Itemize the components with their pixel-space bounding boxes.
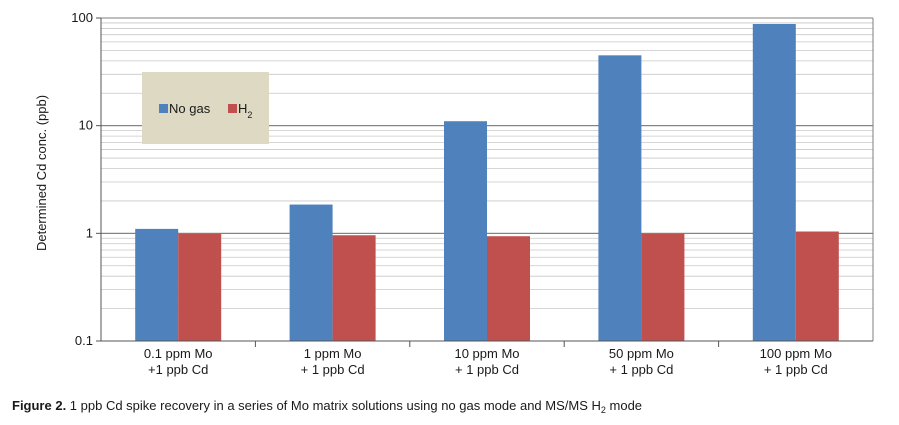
x-category-label: + 1 ppb Cd — [455, 362, 519, 377]
bar-h2-0 — [178, 233, 222, 341]
bar-no-gas-3 — [598, 55, 642, 341]
x-category-labels: 0.1 ppm Mo+1 ppb Cd1 ppm Mo+ 1 ppb Cd10 … — [144, 341, 832, 377]
bar-no-gas-2 — [444, 121, 487, 341]
x-category-label: +1 ppb Cd — [148, 362, 208, 377]
figure-caption: Figure 2. 1 ppb Cd spike recovery in a s… — [12, 398, 643, 415]
bar-no-gas-0 — [135, 228, 179, 341]
y-tick-label: 0.1 — [75, 333, 93, 348]
y-axis-title: Determined Cd conc. (ppb) — [34, 95, 49, 251]
x-category-label: 50 ppm Mo — [609, 346, 674, 361]
y-tick-label: 10 — [79, 118, 93, 133]
x-category-label: 0.1 ppm Mo — [144, 346, 213, 361]
y-tick-labels: 100 10 1 0.1 — [71, 10, 101, 348]
legend: No gas H2 — [142, 72, 269, 144]
bar-h2-3 — [641, 233, 685, 341]
legend-label-subscript: 2 — [247, 110, 252, 120]
bar-no-gas-1 — [289, 204, 333, 341]
bars — [135, 23, 839, 342]
y-tick-label: 100 — [71, 10, 93, 25]
caption-label: Figure 2. — [12, 398, 67, 413]
y-tick-label: 1 — [86, 225, 93, 240]
legend-swatch-no-gas — [159, 104, 168, 113]
caption-text: 1 ppb Cd spike recovery in a series of M… — [66, 398, 601, 413]
axes — [100, 18, 874, 342]
bar-h2-1 — [332, 235, 376, 341]
bar-h2-4 — [795, 231, 839, 341]
legend-swatch-h2 — [228, 104, 237, 113]
x-category-label: + 1 ppb Cd — [764, 362, 828, 377]
bar-h2-2 — [487, 236, 530, 341]
x-category-label: + 1 ppb Cd — [609, 362, 673, 377]
caption-suffix: mode — [605, 398, 643, 413]
bar-no-gas-4 — [752, 23, 796, 342]
x-category-label: 100 ppm Mo — [760, 346, 832, 361]
caption-subscript: 2 — [600, 405, 606, 415]
x-category-label: 1 ppm Mo — [304, 346, 362, 361]
x-category-label: + 1 ppb Cd — [301, 362, 365, 377]
legend-label-no-gas: No gas — [169, 101, 211, 116]
x-category-label: 10 ppm Mo — [454, 346, 519, 361]
